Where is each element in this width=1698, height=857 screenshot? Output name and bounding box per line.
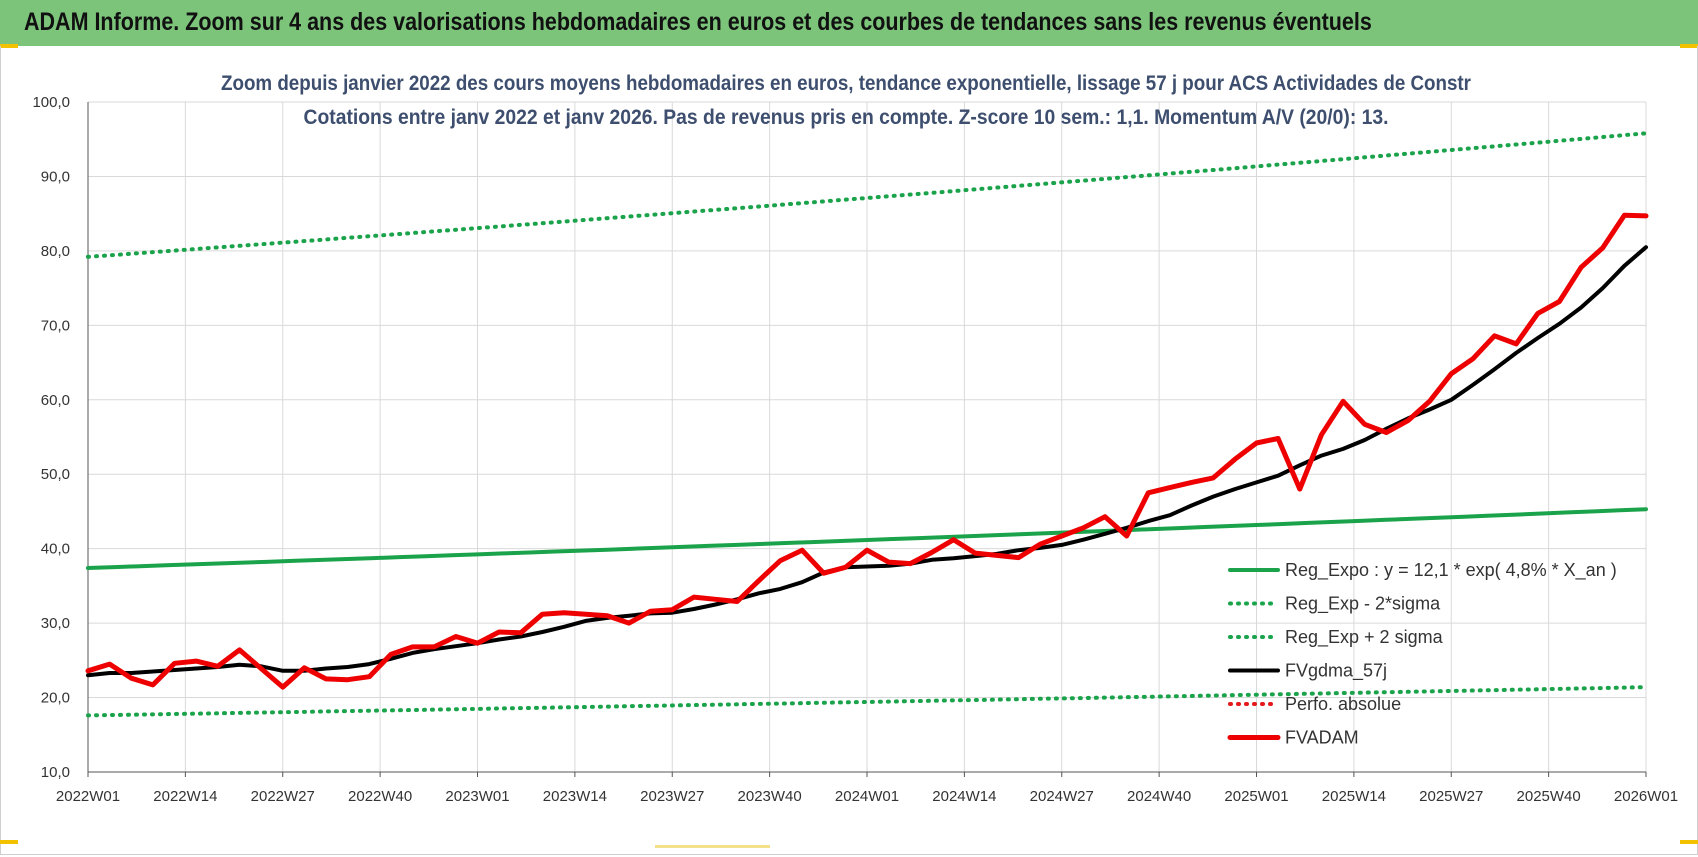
axes bbox=[87, 102, 1647, 777]
series-line-2 bbox=[86, 131, 1648, 259]
x-tick-label: 2022W27 bbox=[251, 788, 315, 805]
x-tick-label: 2025W01 bbox=[1224, 788, 1288, 805]
x-tick-label: 2025W27 bbox=[1419, 788, 1483, 805]
y-tick-label: 20,0 bbox=[41, 690, 70, 707]
series-line-5 bbox=[85, 212, 1649, 690]
x-tick-label: 2023W40 bbox=[738, 788, 802, 805]
x-tick-label: 2024W27 bbox=[1030, 788, 1094, 805]
x-tick-label: 2023W27 bbox=[640, 788, 704, 805]
chart-title: Zoom depuis janvier 2022 des cours moyen… bbox=[221, 72, 1471, 95]
x-tick-label: 2024W01 bbox=[835, 788, 899, 805]
legend: Reg_Expo : y = 12,1 * exp( 4,8% * X_an )… bbox=[1227, 560, 1617, 748]
x-tick-label: 2023W01 bbox=[445, 788, 509, 805]
x-tick-label: 2024W40 bbox=[1127, 788, 1191, 805]
y-tick-label: 80,0 bbox=[41, 243, 70, 260]
y-tick-label: 30,0 bbox=[41, 615, 70, 632]
legend-label-0: Reg_Expo : y = 12,1 * exp( 4,8% * X_an ) bbox=[1285, 560, 1617, 581]
legend-label-4: Perfo. absolue bbox=[1285, 694, 1401, 714]
series-line-3 bbox=[86, 245, 1648, 678]
y-tick-label: 50,0 bbox=[41, 466, 70, 483]
x-tick-label: 2025W14 bbox=[1322, 788, 1386, 805]
x-tick-label: 2026W01 bbox=[1614, 788, 1678, 805]
corner-mark-top-right bbox=[1680, 44, 1698, 48]
tick-labels: 10,0 20,0 30,0 40,0 50,0 60,0 70,0 80,0 90,0 100,… bbox=[32, 94, 1678, 805]
corner-mark-bottom-right bbox=[1680, 840, 1698, 844]
x-tick-label: 2022W14 bbox=[153, 788, 217, 805]
legend-label-1: Reg_Exp - 2*sigma bbox=[1285, 594, 1441, 615]
gridlines bbox=[88, 101, 1647, 772]
x-tick-label: 2023W14 bbox=[543, 788, 607, 805]
y-tick-label: 10,0 bbox=[41, 764, 70, 781]
x-tick-label: 2025W40 bbox=[1517, 788, 1581, 805]
x-tick-label: 2022W01 bbox=[56, 788, 120, 805]
corner-mark-top-left bbox=[0, 44, 18, 48]
x-tick-label: 2024W14 bbox=[932, 788, 996, 805]
chart-subtitle: Cotations entre janv 2022 et janv 2026. … bbox=[304, 106, 1389, 129]
bottom-center-mark bbox=[655, 845, 770, 848]
y-tick-label: 90,0 bbox=[41, 168, 70, 185]
legend-label-2: Reg_Exp + 2 sigma bbox=[1285, 627, 1444, 648]
banner-title: ADAM Informe. Zoom sur 4 ans des valoris… bbox=[24, 8, 1372, 36]
legend-label-5: FVADAM bbox=[1285, 728, 1359, 748]
y-tick-label: 70,0 bbox=[41, 317, 70, 334]
y-tick-label: 40,0 bbox=[41, 541, 70, 558]
title-banner: ADAM Informe. Zoom sur 4 ans des valoris… bbox=[0, 0, 1698, 46]
series-line-1 bbox=[86, 685, 1648, 718]
series-line-0 bbox=[86, 507, 1648, 570]
y-tick-label: 60,0 bbox=[41, 392, 70, 409]
series-lines bbox=[85, 131, 1649, 718]
corner-mark-bottom-left bbox=[0, 840, 18, 844]
legend-label-3: FVgdma_57j bbox=[1285, 661, 1387, 682]
x-tick-label: 2022W40 bbox=[348, 788, 412, 805]
y-tick-label: 100,0 bbox=[32, 94, 70, 111]
